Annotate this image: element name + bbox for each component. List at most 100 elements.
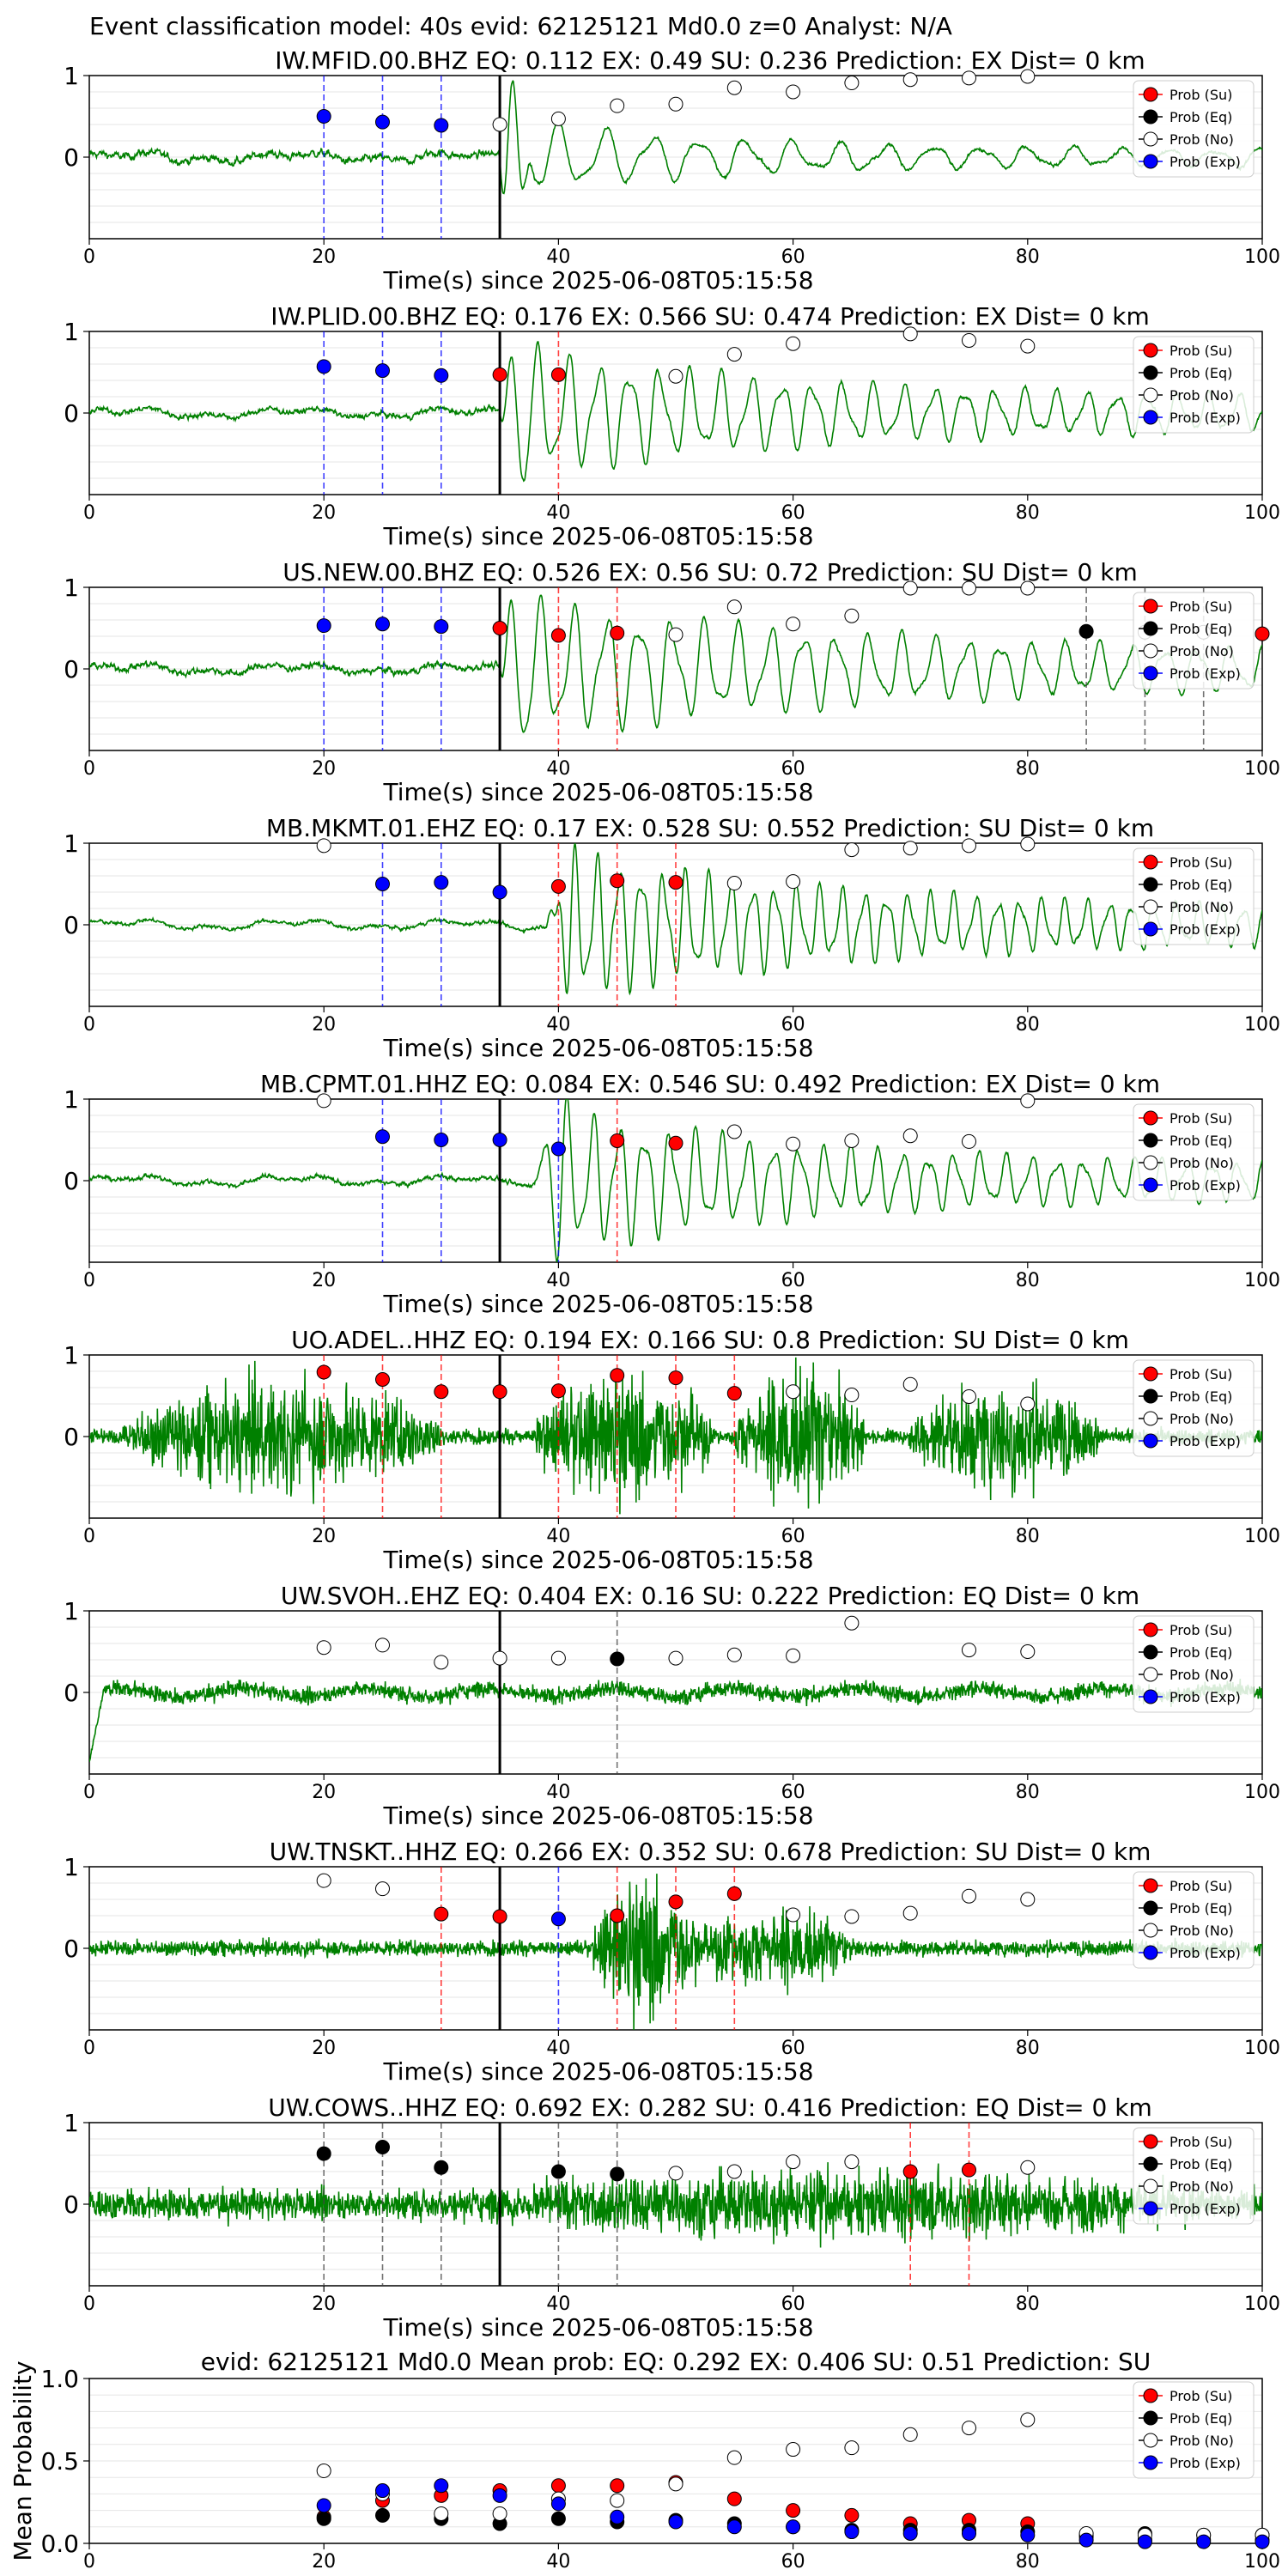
y-tick-label: 0 — [64, 399, 79, 428]
y-tick-label: 0.0 — [40, 2530, 79, 2558]
x-tick-label: 100 — [1244, 758, 1280, 780]
legend-box — [1133, 848, 1255, 945]
legend-marker — [1143, 665, 1158, 681]
x-tick-label: 60 — [781, 2551, 805, 2573]
y-tick-label: 0 — [64, 655, 79, 683]
prob-point — [786, 1384, 801, 1400]
prob-point — [844, 1388, 860, 1403]
legend-label: Prob (Su) — [1170, 2388, 1232, 2404]
legend-box — [1133, 1615, 1255, 1713]
legend-label: Prob (Eq) — [1170, 2410, 1232, 2427]
prob-point — [434, 619, 449, 635]
legend-box — [1133, 1871, 1255, 1969]
mean-prob-point — [375, 2483, 390, 2499]
legend-label: Prob (Exp) — [1170, 410, 1241, 426]
mean-prob-point — [844, 2507, 860, 2523]
prob-point — [610, 1133, 625, 1148]
mean-prob-point — [1020, 2412, 1036, 2427]
mean-prob-point — [550, 2478, 566, 2494]
prob-point — [434, 368, 449, 383]
panel-title: US.NEW.00.BHZ EQ: 0.526 EX: 0.56 SU: 0.7… — [283, 558, 1138, 586]
prob-point — [962, 70, 976, 86]
prob-point — [786, 2154, 801, 2170]
legend-label: Prob (No) — [1170, 1155, 1234, 1171]
prob-point — [726, 1647, 742, 1662]
x-axis-label: Time(s) since 2025-06-08T05:15:58 — [382, 778, 813, 806]
prob-point — [375, 1881, 390, 1897]
mean-prob-point — [550, 2496, 566, 2512]
prob-point — [1020, 338, 1036, 354]
prob-point — [1020, 836, 1036, 852]
prob-point — [375, 1637, 390, 1653]
x-tick-label: 80 — [1016, 1782, 1040, 1803]
y-tick-label: 1 — [64, 1853, 79, 1881]
prob-point — [902, 1905, 918, 1921]
prob-point — [962, 1133, 976, 1149]
prob-point — [902, 580, 918, 596]
x-tick-label: 20 — [312, 246, 336, 268]
prob-point — [492, 621, 507, 635]
prob-point — [316, 1364, 331, 1380]
prob-point — [610, 1651, 625, 1667]
legend-marker — [1143, 387, 1158, 403]
prob-point — [375, 363, 390, 379]
prob-point — [668, 1135, 683, 1151]
legend-label: Prob (Eq) — [1170, 1900, 1232, 1917]
x-tick-label: 100 — [1244, 1526, 1280, 1547]
legend-label: Prob (Eq) — [1170, 1388, 1232, 1405]
prob-point — [1020, 1093, 1036, 1109]
mean-prob-point — [434, 2478, 449, 2494]
y-tick-label: 1 — [64, 1597, 79, 1625]
mean-prob-point — [726, 2519, 742, 2535]
x-tick-label: 100 — [1244, 1014, 1280, 1036]
prob-point — [668, 1370, 683, 1386]
legend-marker — [1143, 2156, 1158, 2172]
x-tick-label: 100 — [1244, 2551, 1280, 2573]
x-tick-label: 20 — [312, 1526, 336, 1547]
y-tick-label: 0.5 — [40, 2447, 79, 2476]
prob-point — [1020, 2160, 1036, 2175]
mean-prob-point — [902, 2427, 918, 2442]
legend-marker — [1143, 899, 1158, 914]
prob-point — [434, 1655, 449, 1670]
x-tick-label: 100 — [1244, 502, 1280, 524]
prob-point — [316, 1873, 331, 1888]
waveform-trace — [89, 1099, 1262, 1262]
legend-box — [1133, 2127, 1255, 2225]
x-tick-label: 0 — [83, 2551, 95, 2573]
mean-prob-point — [492, 2506, 507, 2521]
legend-label: Prob (No) — [1170, 643, 1234, 659]
mean-prob-point — [962, 2525, 976, 2541]
legend-label: Prob (Su) — [1170, 2134, 1232, 2150]
x-tick-label: 40 — [546, 1526, 570, 1547]
prob-point — [668, 96, 683, 112]
prob-point — [962, 1388, 976, 1404]
mean-prob-point — [375, 2507, 390, 2523]
legend-marker — [1143, 2433, 1158, 2448]
legend-label: Prob (Su) — [1170, 1622, 1232, 1638]
legend-marker — [1143, 1878, 1158, 1893]
x-tick-label: 20 — [312, 758, 336, 780]
x-tick-label: 0 — [83, 1526, 95, 1547]
x-tick-label: 40 — [546, 2551, 570, 2573]
prob-point — [844, 1133, 860, 1148]
legend-marker — [1143, 410, 1158, 425]
mean-prob-point — [844, 2440, 860, 2456]
legend-marker — [1143, 154, 1158, 169]
mean-prob-point — [492, 2488, 507, 2503]
legend-label: Prob (Exp) — [1170, 1689, 1241, 1705]
panel-title: MB.MKMT.01.EHZ EQ: 0.17 EX: 0.528 SU: 0.… — [266, 814, 1154, 842]
mean-prob-point — [1137, 2534, 1152, 2549]
prob-point — [1255, 626, 1270, 641]
x-tick-label: 60 — [781, 502, 805, 524]
legend-label: Prob (Exp) — [1170, 1433, 1241, 1449]
legend-marker — [1143, 1622, 1158, 1637]
legend-box — [1133, 80, 1255, 178]
prob-point — [434, 1133, 449, 1147]
prob-point — [1020, 69, 1036, 84]
legend-label: Prob (Eq) — [1170, 1644, 1232, 1661]
panel-title: UW.COWS..HHZ EQ: 0.692 EX: 0.282 SU: 0.4… — [268, 2093, 1152, 2122]
x-tick-label: 40 — [546, 758, 570, 780]
y-tick-label: 0 — [64, 1167, 79, 1195]
